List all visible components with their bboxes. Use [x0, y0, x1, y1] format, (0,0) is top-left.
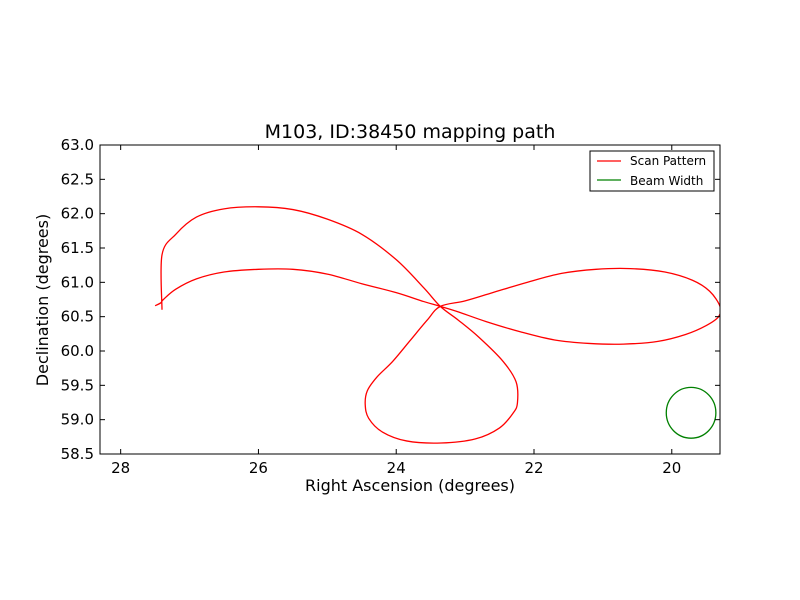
y-tick-label: 62.0	[61, 205, 94, 223]
y-tick-label: 59.5	[61, 376, 94, 394]
series-beam-width-circle	[665, 386, 717, 439]
x-axis-label: Right Ascension (degrees)	[305, 476, 515, 495]
x-tick-label: 26	[249, 459, 268, 477]
y-tick-label: 59.0	[61, 411, 94, 429]
plot-frame	[99, 144, 721, 455]
x-tick-label: 22	[524, 459, 543, 477]
y-axis-ticks: 58.5 59.0 59.5 60.0 60.5 61.0 61.5 62.0 62.5 63.0	[61, 136, 720, 463]
plot-area: 28 26 24 22 20 58.5 59.0 59.5 60.0 60.5 61.0 61.5 6…	[61, 136, 721, 477]
x-tick-label: 24	[387, 459, 406, 477]
y-tick-label: 61.5	[61, 239, 94, 257]
y-tick-label: 61.0	[61, 273, 94, 291]
x-axis-ticks: 28 26 24 22 20	[111, 145, 681, 477]
legend-box	[589, 150, 715, 192]
y-tick-label: 60.0	[61, 342, 94, 360]
series-scan-pattern-line	[154, 206, 720, 444]
x-tick-label: 28	[111, 459, 130, 477]
x-tick-label: 20	[662, 459, 681, 477]
legend-label-beam-width: Beam Width	[630, 174, 703, 188]
y-tick-label: 60.5	[61, 308, 94, 326]
chart-title: M103, ID:38450 mapping path	[265, 121, 556, 143]
y-tick-label: 58.5	[61, 445, 94, 463]
data-layer	[154, 206, 720, 444]
legend: Scan Pattern Beam Width	[589, 150, 715, 192]
y-tick-label: 62.5	[61, 170, 94, 188]
y-axis-label: Declination (degrees)	[33, 214, 52, 386]
y-tick-label: 63.0	[61, 136, 94, 154]
legend-label-scan-pattern: Scan Pattern	[630, 154, 706, 168]
